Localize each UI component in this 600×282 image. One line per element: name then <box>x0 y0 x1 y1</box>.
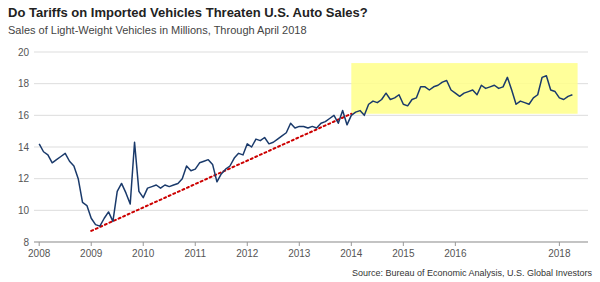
data-line <box>39 76 572 226</box>
y-tick-label: 8 <box>23 237 29 248</box>
grid <box>34 52 588 242</box>
subtitle: Sales of Light-Weight Vehicles in Millio… <box>8 24 307 36</box>
x-tick <box>247 242 248 246</box>
x-tick-label: 2015 <box>392 248 415 259</box>
x-tick <box>403 242 404 246</box>
x-tick <box>91 242 92 246</box>
y-tick-label: 16 <box>18 110 30 121</box>
grid-line <box>34 178 588 179</box>
x-tick-label: 2008 <box>28 248 51 259</box>
y-tick-label: 12 <box>18 173 30 184</box>
x-tick-label: 2018 <box>548 248 571 259</box>
x-tick <box>351 242 352 246</box>
x-tick <box>455 242 456 246</box>
grid-line <box>34 115 588 116</box>
x-tick <box>143 242 144 246</box>
x-tick-label: 2013 <box>288 248 311 259</box>
x-tick-label: 2012 <box>236 248 259 259</box>
title: Do Tariffs on Imported Vehicles Threaten… <box>8 5 368 20</box>
y-tick-label: 20 <box>18 47 30 58</box>
grid-line <box>34 52 588 53</box>
x-tick-label: 2016 <box>444 248 467 259</box>
y-tick-label: 18 <box>18 78 30 89</box>
x-tick <box>39 242 40 246</box>
y-tick-label: 10 <box>18 205 30 216</box>
chart: Do Tariffs on Imported Vehicles Threaten… <box>0 0 600 282</box>
highlight-box <box>351 63 577 114</box>
grid-line <box>34 242 588 243</box>
grid-line <box>34 147 588 148</box>
plot-area <box>39 63 577 231</box>
x-tick-label: 2010 <box>132 248 155 259</box>
x-tick-label: 2009 <box>80 248 103 259</box>
x-tick <box>559 242 560 246</box>
x-tick <box>299 242 300 246</box>
grid-line <box>34 210 588 211</box>
x-axis-line <box>34 242 588 243</box>
trend-line <box>91 114 351 231</box>
x-tick <box>195 242 196 246</box>
x-tick-label: 2011 <box>185 248 207 259</box>
y-tick-label: 14 <box>18 142 30 153</box>
x-tick-label: 2014 <box>340 248 363 259</box>
source-note: Source: Bureau of Economic Analysis, U.S… <box>352 268 593 278</box>
